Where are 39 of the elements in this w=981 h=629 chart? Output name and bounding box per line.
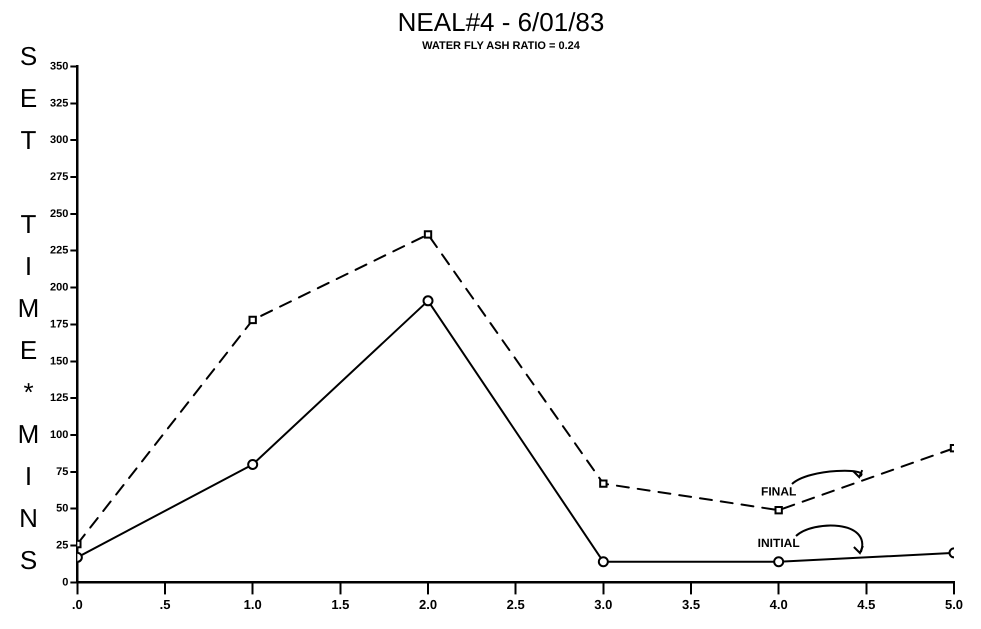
point [773,556,784,568]
point [774,506,783,514]
y-tick-label: 325 [50,97,68,110]
x-tick-label: 1.0 [244,596,262,612]
y-axis-title: SET TIME*MINS [12,41,44,587]
y-tick-label: 175 [50,318,68,330]
y-tick-label: 200 [50,282,68,294]
chart-subtitle: WATER FLY ASH RATIO = 0.24 [422,40,581,52]
y-tick-label: 250 [50,208,68,220]
y-tick-label: 125 [50,392,68,404]
x-tick-label: 5.0 [944,596,964,612]
x-tick-label: .0 [72,596,83,612]
x-tick-label: 2.0 [418,596,438,612]
x-tick-label: 4.5 [857,596,876,612]
x-tick-label: .5 [160,596,170,612]
y-tick-label: 100 [50,429,68,442]
y-tick-label: 50 [56,502,68,515]
y-tick-label: 350 [50,60,68,72]
y-tick-label: 275 [50,171,68,184]
y-tick-label: 75 [56,466,68,478]
x-tick-label: 3.5 [682,596,700,612]
y-tick-label: 225 [50,244,68,257]
x-tick-label: 2.5 [506,596,525,612]
x-tick-label: 3.0 [594,596,612,612]
point [247,458,258,470]
chart-title: NEAL#4 - 6/01/83 [398,6,604,37]
point [598,556,609,568]
point [424,230,432,239]
point [248,316,257,324]
x-tick-label: 4.0 [770,596,788,612]
y-tick-label: 25 [56,540,68,552]
y-tick-label: 150 [50,355,68,368]
x-tick-label: 1.5 [331,596,350,612]
point [599,479,608,488]
series-label: INITIAL [758,536,800,550]
y-tick-label: 0 [62,576,68,588]
point [422,295,434,306]
y-tick-label: 300 [50,134,68,146]
series-label: FINAL [761,484,796,498]
